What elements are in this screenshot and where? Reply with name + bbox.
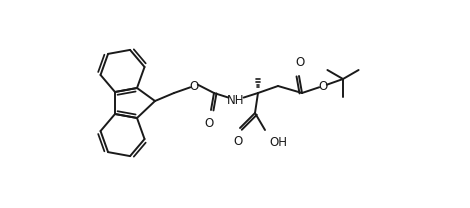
Text: O: O xyxy=(189,79,199,93)
Text: O: O xyxy=(295,56,305,69)
Text: O: O xyxy=(318,79,328,93)
Text: O: O xyxy=(204,117,214,130)
Text: OH: OH xyxy=(269,136,287,149)
Text: O: O xyxy=(234,135,243,148)
Text: NH: NH xyxy=(227,94,245,106)
